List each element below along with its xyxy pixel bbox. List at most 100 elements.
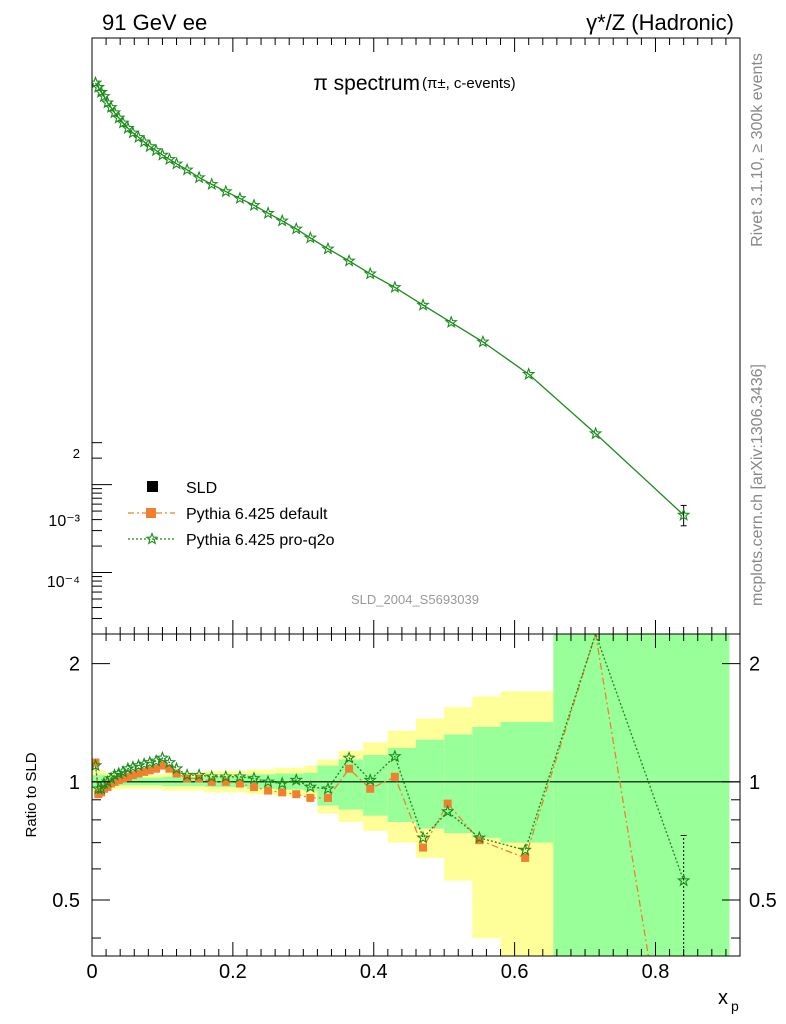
spectrum-point [444,315,458,329]
legend: SLD Pythia 6.425 default Pythia 6.425 pr… [128,480,335,549]
proq2o-ratio-line [94,634,685,881]
proq2o-ratio-point [518,843,532,856]
default-ratio-point [278,788,287,797]
header-left-label: 91 GeV ee [102,10,207,35]
proq2o-spectrum-markers [92,75,691,521]
default-ratio-point [366,784,375,793]
default-ratio-point [158,761,167,770]
proq2o-ratio-point [303,779,318,793]
proq2o-ratio-point [155,750,170,764]
legend-marker-proq2o [145,531,159,545]
spectrum-point [111,110,126,124]
default-ratio-point [145,766,154,775]
default-ratio-point [390,772,399,781]
proq2o-ratio-point [247,771,261,785]
default-ratio-point [235,779,244,788]
proq2o-ratio-point [416,830,430,844]
default-ratio-point [128,771,137,780]
spectrum-point [121,121,135,134]
default-ratio-point [195,774,204,783]
default-ratio-point [152,764,161,773]
spectrum-point [169,156,184,170]
spectrum-point [180,162,194,176]
proq2o-spectrum-line [94,82,685,516]
ratio-y-tick-labels: 0.5 1 2 [52,654,80,912]
x-tick-label: 0.2 [219,961,247,983]
proq2o-ratio-errorbar [680,834,687,956]
default-ratio-point [443,799,452,808]
proq2o-ratio-point [162,755,177,769]
legend-marker-sld [147,481,158,492]
proq2o-ratio-point [676,873,691,887]
proq2o-ratio-point [104,771,118,785]
proq2o-ratio-point [441,804,455,818]
header-right-label: γ*/Z (Hadronic) [586,10,734,35]
ratio-y-tick-label: 0.5 [52,890,80,912]
legend-label-proq2o: Pythia 6.425 pro-q2o [186,532,335,549]
ratio-y-axis-label: Ratio to SLD [23,752,40,837]
bottom-frame [91,633,741,957]
proq2o-ratio-point [275,776,289,790]
spectrum-point [192,170,206,184]
x-tick-label: 0 [86,961,97,983]
inner-uncertainty-band [416,739,445,829]
default-ratio-line [94,634,650,956]
x-axis-label-subscript: p [731,998,739,1014]
proq2o-ratio-point [169,761,184,775]
proq2o-ratio-point [111,766,126,780]
spectrum-point [137,134,151,148]
default-ratio-point [183,774,192,783]
default-ratio-point [306,793,315,802]
mcplots-reference-label: mcplots.cern.ch [arXiv:1306.3436] [749,364,766,606]
legend-marker-default [146,508,156,518]
spectrum-point [162,152,177,166]
spectrum-point [676,508,691,521]
top-y-axis [92,442,112,635]
proq2o-ratio-point [363,772,377,786]
chart-title: π spectrum [313,72,420,95]
spectrum-point [342,253,356,267]
spectrum-point [476,334,490,348]
spectrum-point [92,80,106,93]
proq2o-ratio-point [321,781,335,795]
default-ratio-point [345,764,354,773]
y-tick-label-1e-4: 10⁻⁴ [47,574,80,591]
spectrum-point [155,147,170,161]
default-ratio-point [521,853,530,862]
spectrum-point [588,426,603,440]
spectrum-point [416,297,430,311]
y-tick-label-1e-3: 10⁻³ [48,513,80,530]
default-ratio-point [292,790,301,799]
default-ratio-point [134,769,143,778]
ratio-y-tick-label: 2 [69,654,80,676]
default-ratio-point [165,764,174,773]
spectrum-point [321,241,335,255]
proq2o-ratio-point [233,769,247,783]
proq2o-ratio-point [137,756,151,770]
proq2o-ratio-point [126,759,140,773]
proq2o-ratio-point [107,767,122,781]
ratio-y-tick-label-right: 0.5 [749,890,777,912]
inner-uncertainty-band [92,775,107,788]
default-ratio-point [172,769,181,778]
default-ratio-point [123,772,132,781]
spectrum-point [363,266,377,280]
proq2o-ratio-point [121,761,135,775]
spectrum-point [107,105,122,119]
proq2o-ratio-point [180,767,194,781]
spectrum-point [521,367,536,380]
proq2o-ratio-point [289,772,304,786]
spectrum-point [247,198,261,212]
legend-star-shape [145,531,159,545]
proq2o-ratio-point [131,758,146,772]
default-ratio-point [207,777,216,786]
proq2o-ratio-point [219,769,233,783]
proq2o-ratio-point [388,749,402,763]
default-ratio-point [221,777,230,786]
inner-uncertainty-band [317,765,339,806]
spectrum-point [116,115,130,129]
ratio-y-tick-label: 1 [69,772,80,794]
spectrum-panel: π spectrum (π±, c-events) SLD_2004_S5693… [47,37,741,635]
inner-uncertainty-band [553,634,730,956]
spectrum-point [219,184,233,198]
